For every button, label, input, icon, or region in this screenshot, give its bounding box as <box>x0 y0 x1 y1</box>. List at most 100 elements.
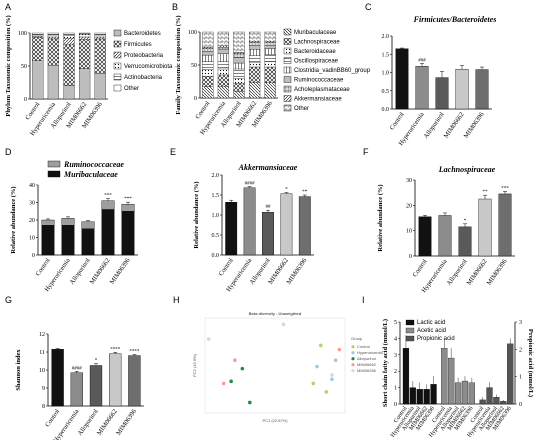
panel-a-bar-bacteroidetes <box>94 73 106 100</box>
panel-a-bar-other <box>78 32 91 34</box>
panel-f-xtick-label: Control <box>412 258 429 278</box>
panel-i-legend-swatch <box>405 327 415 334</box>
panel-i-bar-acetic-acid <box>454 382 462 405</box>
panel-a-bar-other <box>32 32 44 35</box>
panel-letter-I: I <box>362 295 365 305</box>
panel-f-ytick-label: 0 <box>409 254 412 260</box>
panel-d-bar-ruminococcaceae <box>121 204 135 212</box>
panel-g-bar-control <box>51 349 64 407</box>
panel-e-ytick-label: 2.0 <box>212 173 220 179</box>
panel-i-bar-acetic-acid <box>468 382 475 405</box>
panel-a-bar-proteobacteria <box>78 36 91 40</box>
panel-b-bar-segment <box>264 45 276 49</box>
panel-d-ytick-label: 0 <box>32 253 35 259</box>
panel-i-bar-acetic-acid <box>461 380 469 405</box>
panel-d-legend-label: Muribaculaceae <box>63 170 118 179</box>
panel-h-point-hyperuricemia <box>315 364 319 369</box>
panel-h-legend-title: Group <box>351 336 363 341</box>
panel-b-ytick-label: 0 <box>194 96 197 102</box>
panel-e-bar-allopurinol <box>262 211 274 256</box>
panel-b-bar-segment <box>202 31 214 48</box>
panel-e-sig-label: #### <box>245 182 256 187</box>
panel-a-bar-other <box>63 32 75 35</box>
panel-d-legend-label: Ruminococcaceae <box>63 160 124 169</box>
panel-letter-F: F <box>363 147 369 157</box>
panel-a-legend-swatch <box>113 40 122 48</box>
panel-c-ytick-label: 0.5 <box>382 89 390 95</box>
panel-i-ytick-label: 1 <box>394 386 397 392</box>
panel-f-bar-hyperuricemia <box>438 215 452 257</box>
panel-f-xtick-label: MIM06396 <box>486 258 509 287</box>
panel-e-ytick-label: 0.0 <box>212 253 220 259</box>
panel-letter-C: C <box>365 2 372 12</box>
panel-d-ytick-label: 10 <box>29 236 35 242</box>
panel-g-sig-label: **** <box>110 347 121 352</box>
panel-h-point-mim06396 <box>330 373 334 377</box>
panel-b-legend-swatch <box>283 95 292 102</box>
panel-e-sig-label: ## <box>266 205 272 210</box>
panel-b-bar-segment <box>264 42 276 46</box>
panel-h-point-control <box>324 390 329 394</box>
panel-f-bar-mim06396 <box>498 193 512 257</box>
panel-c-bar-hyperuricemia <box>415 66 429 110</box>
panel-a-bar-other <box>94 32 106 35</box>
panel-c-ytick-label: 2.0 <box>382 34 390 40</box>
panel-e-bar-mim06662 <box>280 193 293 256</box>
panel-i-bar-propionic-acid <box>493 397 500 405</box>
panel-h-point-control <box>318 343 323 348</box>
panel-c-xtick-label: MIM06396 <box>463 111 486 140</box>
panel-i-bar-propionic-acid <box>486 387 493 405</box>
panel-h-legend-dot <box>351 351 355 355</box>
panel-a-bar-verrucomicrobiota <box>78 34 91 38</box>
panel-a-bar-verrucomicrobiota <box>32 34 44 37</box>
panel-f-bar-mim06662 <box>478 198 492 257</box>
panel-b-bar-segment <box>233 83 245 92</box>
panel-g-sig-label: **** <box>129 350 140 355</box>
panel-i-y2tick-label: 1 <box>519 375 522 381</box>
panel-a-bar-firmicutes <box>94 38 106 74</box>
panel-f-bar-control <box>418 216 432 257</box>
panel-b-bar-segment <box>264 31 276 42</box>
panel-f-title: Lachnospiraceae <box>438 165 496 174</box>
panel-i-bar-lactic-acid <box>402 348 410 405</box>
panel-a-ytick-label: 0 <box>24 97 27 103</box>
panel-g-ytick-label: 10 <box>39 368 45 374</box>
panel-b-bar-segment <box>202 47 214 49</box>
panel-d-ylabel: Relative abundance (%) <box>10 186 17 253</box>
panel-a-legend-label: Firmicutes <box>124 42 152 48</box>
panel-b-bar-segment <box>217 49 230 54</box>
panel-h-point-mim06662 <box>337 347 342 352</box>
panel-b-legend-label: Lachnospiraceae <box>294 40 340 46</box>
panel-c-ytick-label: 1.0 <box>382 71 390 77</box>
panel-d-bar-muribaculaceae <box>121 211 135 256</box>
panel-h-title: Beta diversity - Unweighted <box>249 311 302 316</box>
panel-a-legend-label: Actinobacteria <box>124 75 163 81</box>
panel-h-legend-label: MIM06662 <box>357 362 377 367</box>
panel-b-bar-segment <box>233 78 245 84</box>
panel-i-y2label: Propionic acid (mmol/L) <box>527 329 534 397</box>
panel-b-bar-segment <box>202 54 214 62</box>
panel-g-bar-mim06396 <box>128 355 141 407</box>
panel-e-bar-mim06396 <box>298 196 311 256</box>
panel-a-bar-other <box>47 32 60 35</box>
panel-e-sig-label: * <box>285 188 288 193</box>
panel-i-ytick-label: 0 <box>394 402 397 408</box>
panel-f-ytick-label: 20 <box>406 203 412 209</box>
panel-a-bar-firmicutes <box>78 39 91 69</box>
panel-i-ytick-label: 2 <box>394 369 397 375</box>
panel-a-bar-bacteroidetes <box>47 65 60 100</box>
panel-letter-B: B <box>172 2 178 12</box>
panel-b-bar-segment <box>264 54 276 62</box>
panel-i-ytick-label: 5 <box>394 320 397 326</box>
panel-b-legend-label: Clostridia_vadinBB60_group <box>294 68 371 74</box>
panel-h-legend-label: Allopurinol <box>357 356 376 361</box>
panel-i-ytick-label: 3 <box>394 353 397 359</box>
panel-h-point-mim06396 <box>206 337 211 341</box>
panel-b-bar-segment <box>264 61 276 68</box>
panel-b-bar-segment <box>202 69 214 77</box>
panel-b-bar-segment <box>264 41 276 43</box>
panel-i-bar-propionic-acid <box>507 343 514 405</box>
panel-letter-D: D <box>5 147 12 157</box>
panel-a-bar-verrucomicrobiota <box>63 35 75 39</box>
